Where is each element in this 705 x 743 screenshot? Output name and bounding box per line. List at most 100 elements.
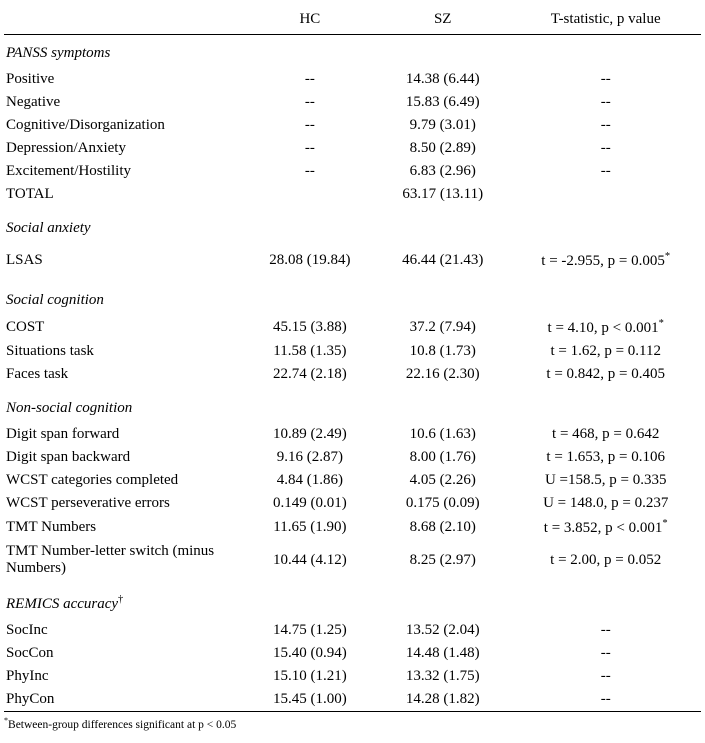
row-phycon: PhyCon 15.45 (1.00) 14.28 (1.82) -- — [4, 688, 701, 711]
section-remics-label: REMICS accuracy† — [4, 580, 701, 619]
cell-label: Positive — [4, 68, 245, 91]
cell-hc — [245, 183, 375, 206]
section-panss-label: PANSS symptoms — [4, 35, 701, 69]
header-label — [4, 8, 245, 35]
cell-label: PhyCon — [4, 688, 245, 711]
section-social-cognition: Social cognition — [4, 278, 701, 315]
stat-text: t = -2.955, p = 0.005 — [541, 253, 665, 269]
cell-sz: 8.25 (2.97) — [375, 540, 510, 580]
cell-hc: 14.75 (1.25) — [245, 619, 375, 642]
cell-stat: -- — [510, 688, 701, 711]
cell-label: COST — [4, 315, 245, 340]
cell-hc: -- — [245, 160, 375, 183]
row-digitbwd: Digit span backward 9.16 (2.87) 8.00 (1.… — [4, 446, 701, 469]
row-depanx: Depression/Anxiety -- 8.50 (2.89) -- — [4, 137, 701, 160]
cell-hc: -- — [245, 68, 375, 91]
row-wcstper: WCST perseverative errors 0.149 (0.01) 0… — [4, 492, 701, 515]
cell-sz: 15.83 (6.49) — [375, 91, 510, 114]
header-hc: HC — [245, 8, 375, 35]
cell-label: Digit span forward — [4, 423, 245, 446]
row-tmtnum: TMT Numbers 11.65 (1.90) 8.68 (2.10) t =… — [4, 515, 701, 540]
cell-label: TMT Numbers — [4, 515, 245, 540]
sup-star: * — [665, 251, 670, 262]
cell-hc: 15.45 (1.00) — [245, 688, 375, 711]
stat-text: t = 3.852, p < 0.001 — [544, 520, 663, 536]
cell-label: Digit span backward — [4, 446, 245, 469]
cell-label: LSAS — [4, 243, 245, 278]
section-non-social-cognition: Non-social cognition — [4, 386, 701, 423]
section-social-anxiety: Social anxiety — [4, 206, 701, 243]
row-positive: Positive -- 14.38 (6.44) -- — [4, 68, 701, 91]
cell-label: Negative — [4, 91, 245, 114]
section-non-social-cognition-label: Non-social cognition — [4, 386, 701, 423]
cell-hc: 10.44 (4.12) — [245, 540, 375, 580]
cell-sz: 14.48 (1.48) — [375, 642, 510, 665]
row-soccon: SocCon 15.40 (0.94) 14.48 (1.48) -- — [4, 642, 701, 665]
cell-label: Depression/Anxiety — [4, 137, 245, 160]
cell-hc: 4.84 (1.86) — [245, 469, 375, 492]
cell-stat: t = -2.955, p = 0.005* — [510, 243, 701, 278]
cell-stat: -- — [510, 114, 701, 137]
section-social-cognition-label: Social cognition — [4, 278, 701, 315]
cell-stat: t = 3.852, p < 0.001* — [510, 515, 701, 540]
cell-sz: 14.38 (6.44) — [375, 68, 510, 91]
cell-sz: 4.05 (2.26) — [375, 469, 510, 492]
cell-label: SocInc — [4, 619, 245, 642]
cell-stat: -- — [510, 665, 701, 688]
cell-stat: U =158.5, p = 0.335 — [510, 469, 701, 492]
cell-stat: -- — [510, 137, 701, 160]
cell-hc: -- — [245, 114, 375, 137]
cell-sz: 10.8 (1.73) — [375, 340, 510, 363]
cell-label: Faces task — [4, 363, 245, 386]
cell-label: TMT Number-letter switch (minus Numbers) — [4, 540, 245, 580]
row-tmtswitch: TMT Number-letter switch (minus Numbers)… — [4, 540, 701, 580]
cell-hc: -- — [245, 91, 375, 114]
cell-hc: 0.149 (0.01) — [245, 492, 375, 515]
cell-label: Situations task — [4, 340, 245, 363]
header-stat: T-statistic, p value — [510, 8, 701, 35]
cell-stat: -- — [510, 91, 701, 114]
row-cost: COST 45.15 (3.88) 37.2 (7.94) t = 4.10, … — [4, 315, 701, 340]
cell-hc: -- — [245, 137, 375, 160]
cell-label: TOTAL — [4, 183, 245, 206]
row-digitfwd: Digit span forward 10.89 (2.49) 10.6 (1.… — [4, 423, 701, 446]
cell-stat: U = 148.0, p = 0.237 — [510, 492, 701, 515]
cell-stat: t = 0.842, p = 0.405 — [510, 363, 701, 386]
cell-label: WCST categories completed — [4, 469, 245, 492]
stat-text: t = 4.10, p < 0.001 — [548, 320, 659, 336]
cell-hc: 10.89 (2.49) — [245, 423, 375, 446]
section-remics: REMICS accuracy† — [4, 580, 701, 619]
cell-sz: 8.68 (2.10) — [375, 515, 510, 540]
row-excite: Excitement/Hostility -- 6.83 (2.96) -- — [4, 160, 701, 183]
sup-star: * — [662, 518, 667, 529]
data-table: HC SZ T-statistic, p value PANSS symptom… — [4, 8, 701, 711]
cell-hc: 22.74 (2.18) — [245, 363, 375, 386]
sup-dagger: † — [118, 594, 123, 605]
cell-sz: 37.2 (7.94) — [375, 315, 510, 340]
footnote-text: Between-group differences significant at… — [8, 719, 236, 731]
cell-label: Excitement/Hostility — [4, 160, 245, 183]
cell-stat: t = 468, p = 0.642 — [510, 423, 701, 446]
row-situations: Situations task 11.58 (1.35) 10.8 (1.73)… — [4, 340, 701, 363]
cell-sz: 10.6 (1.63) — [375, 423, 510, 446]
section-social-anxiety-label: Social anxiety — [4, 206, 701, 243]
cell-sz: 63.17 (13.11) — [375, 183, 510, 206]
header-sz: SZ — [375, 8, 510, 35]
cell-hc: 45.15 (3.88) — [245, 315, 375, 340]
cell-stat: -- — [510, 68, 701, 91]
cell-hc: 15.10 (1.21) — [245, 665, 375, 688]
cell-stat: -- — [510, 160, 701, 183]
footnote: *Between-group differences significant a… — [4, 711, 701, 731]
cell-sz: 46.44 (21.43) — [375, 243, 510, 278]
section-panss: PANSS symptoms — [4, 35, 701, 69]
remics-text: REMICS accuracy — [6, 596, 118, 612]
row-negative: Negative -- 15.83 (6.49) -- — [4, 91, 701, 114]
row-total: TOTAL 63.17 (13.11) — [4, 183, 701, 206]
cell-sz: 14.28 (1.82) — [375, 688, 510, 711]
row-cogdis: Cognitive/Disorganization -- 9.79 (3.01)… — [4, 114, 701, 137]
row-socinc: SocInc 14.75 (1.25) 13.52 (2.04) -- — [4, 619, 701, 642]
cell-sz: 13.52 (2.04) — [375, 619, 510, 642]
cell-hc: 11.65 (1.90) — [245, 515, 375, 540]
cell-label: WCST perseverative errors — [4, 492, 245, 515]
cell-hc: 15.40 (0.94) — [245, 642, 375, 665]
